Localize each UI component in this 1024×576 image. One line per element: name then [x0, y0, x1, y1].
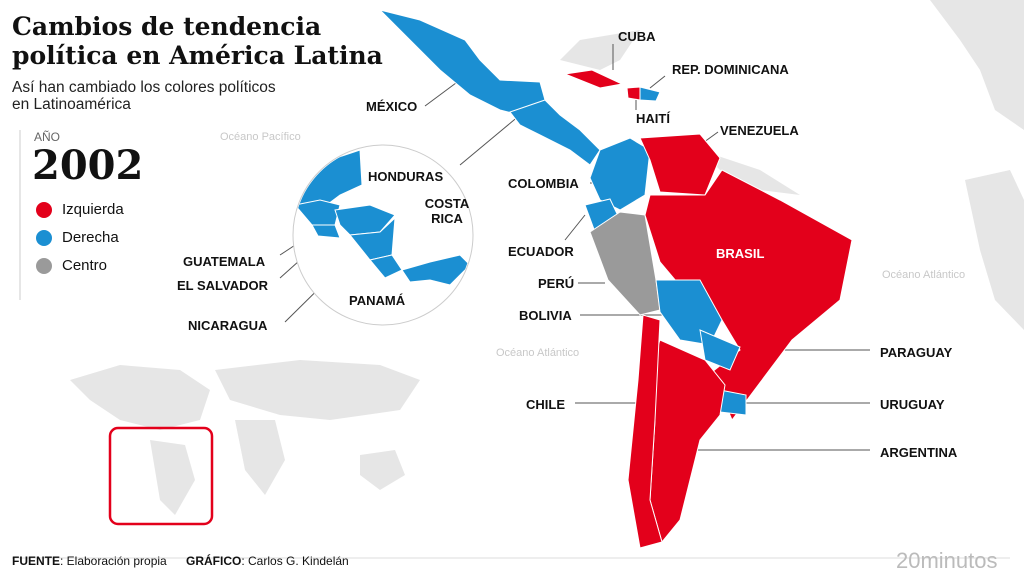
- subtitle: en Latinoamérica: [12, 96, 131, 113]
- credit-label: GRÁFICO: [186, 554, 242, 568]
- country-label: MÉXICO: [366, 99, 418, 114]
- brand: 20minutos: [896, 548, 998, 573]
- country: [626, 86, 641, 101]
- legend-label: Centro: [62, 257, 108, 274]
- country-label: REP. DOMINICANA: [672, 62, 789, 77]
- country-label: ARGENTINA: [880, 445, 958, 460]
- country: [699, 329, 741, 371]
- country-label: VENEZUELA: [720, 123, 799, 138]
- country: [627, 314, 663, 549]
- country-label: CHILE: [526, 397, 565, 412]
- country-label: HONDURAS: [368, 169, 444, 184]
- country-label: PARAGUAY: [880, 345, 953, 360]
- legend-swatch: [36, 258, 52, 274]
- country-label: HAITÍ: [636, 111, 670, 126]
- country-label: COSTA RICA: [424, 196, 470, 226]
- legend-label: Derecha: [62, 229, 119, 246]
- world-land: [70, 0, 1024, 515]
- country: [401, 254, 471, 286]
- country-label: PERÚ: [538, 276, 575, 291]
- inset-countries: [294, 149, 471, 286]
- legend-swatch: [36, 230, 52, 246]
- country-label: COLOMBIA: [508, 176, 579, 191]
- country-label: EL SALVADOR: [177, 278, 269, 293]
- subtitle: Así han cambiado los colores políticos: [12, 79, 276, 96]
- country-label: BOLIVIA: [519, 308, 572, 323]
- country-label: URUGUAY: [880, 397, 945, 412]
- credit: GRÁFICO: Carlos G. Kindelán: [186, 554, 349, 568]
- year-label: AÑO: [34, 130, 61, 144]
- country-label: BRASIL: [716, 246, 765, 261]
- source: FUENTE: Elaboración propia: [12, 554, 167, 568]
- country-label: GUATEMALA: [183, 254, 266, 269]
- ocean-label: Océano Atlántico: [496, 347, 580, 359]
- country: [563, 69, 624, 89]
- title: política en América Latina: [12, 41, 383, 70]
- country: [509, 99, 601, 166]
- country-label: PANAMÁ: [349, 293, 406, 308]
- country-label: ECUADOR: [508, 244, 574, 259]
- year: 2002: [32, 142, 144, 189]
- title: Cambios de tendencia: [12, 12, 322, 41]
- legend-label: Izquierda: [62, 201, 124, 218]
- ocean-label: Océano Atlántico: [882, 269, 966, 281]
- legend-swatch: [36, 202, 52, 218]
- source-label: FUENTE: [12, 554, 60, 568]
- ocean-label: Océano Pacífico: [220, 131, 301, 143]
- country: [349, 216, 396, 261]
- country: [311, 224, 341, 239]
- country: [649, 339, 726, 544]
- credit-text: : Carlos G. Kindelán: [241, 554, 349, 568]
- country-label: NICARAGUA: [188, 318, 268, 333]
- country-label: CUBA: [618, 29, 656, 44]
- source-text: : Elaboración propia: [60, 554, 167, 568]
- countries: [378, 9, 853, 549]
- locator-box: [108, 426, 214, 526]
- country: [639, 86, 661, 102]
- country: [639, 133, 721, 196]
- country: [589, 137, 651, 211]
